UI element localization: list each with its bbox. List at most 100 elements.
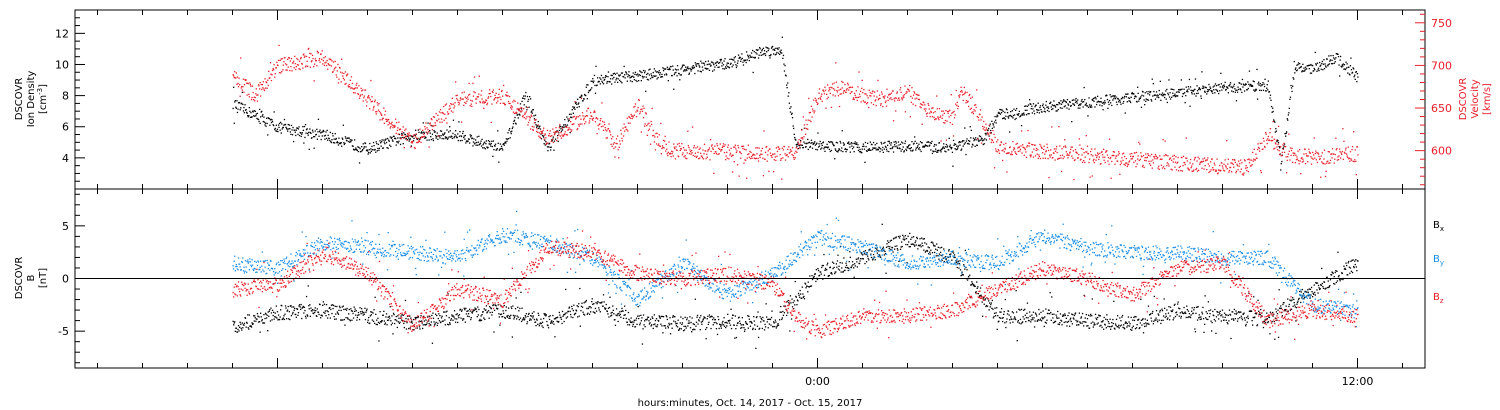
data-point <box>529 318 531 320</box>
data-point <box>1331 148 1334 150</box>
data-point <box>379 140 381 142</box>
data-point <box>460 135 463 138</box>
data-point <box>1061 101 1064 104</box>
data-point <box>1308 68 1310 70</box>
data-point <box>575 103 578 105</box>
data-point <box>328 307 330 309</box>
data-point <box>823 90 825 93</box>
data-point <box>1349 151 1352 153</box>
data-point <box>391 139 394 141</box>
data-point <box>517 114 519 116</box>
data-point <box>314 58 316 60</box>
data-point <box>851 145 853 147</box>
data-point <box>1141 166 1144 168</box>
data-point <box>602 129 605 131</box>
data-point <box>669 68 671 71</box>
data-point <box>456 313 458 315</box>
data-point <box>295 313 297 316</box>
data-point <box>595 65 597 67</box>
data-point <box>1126 93 1128 95</box>
data-point <box>480 90 483 92</box>
data-point <box>822 141 824 143</box>
data-point <box>788 92 790 94</box>
data-point <box>316 128 318 130</box>
data-point <box>277 314 280 316</box>
data-point <box>904 85 906 87</box>
data-point <box>774 49 776 51</box>
data-point <box>563 124 565 126</box>
data-point <box>1308 148 1310 150</box>
data-point <box>923 108 925 110</box>
data-point <box>450 318 452 320</box>
data-point <box>419 138 421 140</box>
data-point <box>1259 89 1261 91</box>
data-point <box>567 129 569 131</box>
data-point <box>1271 136 1273 138</box>
data-point <box>398 133 401 136</box>
data-point <box>845 151 847 153</box>
data-point <box>1004 118 1006 120</box>
data-point <box>1003 143 1005 146</box>
data-point <box>962 145 964 147</box>
data-point <box>554 131 557 133</box>
data-point <box>434 323 436 325</box>
data-point <box>1041 111 1043 113</box>
data-point <box>1182 155 1185 157</box>
data-point <box>644 70 646 72</box>
data-point <box>1250 159 1253 161</box>
data-point <box>526 321 529 323</box>
data-point <box>1151 167 1153 169</box>
data-point <box>612 136 614 138</box>
data-point <box>459 131 461 133</box>
data-point <box>1065 151 1067 153</box>
data-point <box>1098 158 1100 160</box>
data-point <box>876 90 878 92</box>
data-point <box>263 121 266 123</box>
data-point <box>1075 97 1077 100</box>
data-point <box>372 109 374 111</box>
data-point <box>1292 85 1294 87</box>
data-point <box>584 93 586 96</box>
data-point <box>802 146 804 149</box>
data-point <box>696 146 699 148</box>
data-point <box>531 315 533 317</box>
data-point <box>1270 105 1273 108</box>
data-point <box>1348 73 1350 75</box>
data-point <box>407 318 409 320</box>
data-point <box>342 305 344 307</box>
data-point <box>1319 61 1321 64</box>
data-point <box>1232 91 1234 93</box>
data-point <box>718 62 720 64</box>
data-point <box>576 129 578 131</box>
data-point <box>1186 90 1188 93</box>
data-point <box>1222 169 1225 171</box>
data-point <box>397 315 399 317</box>
data-point <box>687 130 689 132</box>
data-point <box>859 148 861 151</box>
data-point <box>499 313 502 316</box>
data-point <box>709 139 712 141</box>
data-point <box>324 56 327 58</box>
data-point <box>456 94 458 96</box>
data-point <box>842 150 844 153</box>
data-point <box>784 74 787 76</box>
data-point <box>561 322 563 325</box>
data-point <box>444 132 446 134</box>
data-point <box>952 135 955 137</box>
data-point <box>1239 171 1241 173</box>
data-point <box>470 103 472 105</box>
data-point <box>734 146 736 148</box>
data-point <box>1274 147 1276 149</box>
data-point <box>359 311 362 313</box>
data-point <box>1350 158 1352 160</box>
data-point <box>1094 148 1096 150</box>
data-point <box>634 73 636 75</box>
data-point <box>1179 165 1181 168</box>
data-point <box>573 107 575 109</box>
data-point <box>426 132 429 134</box>
data-point <box>777 146 780 148</box>
data-point <box>334 318 336 320</box>
data-point <box>617 135 619 137</box>
data-point <box>1171 88 1173 90</box>
data-point <box>1300 173 1302 175</box>
